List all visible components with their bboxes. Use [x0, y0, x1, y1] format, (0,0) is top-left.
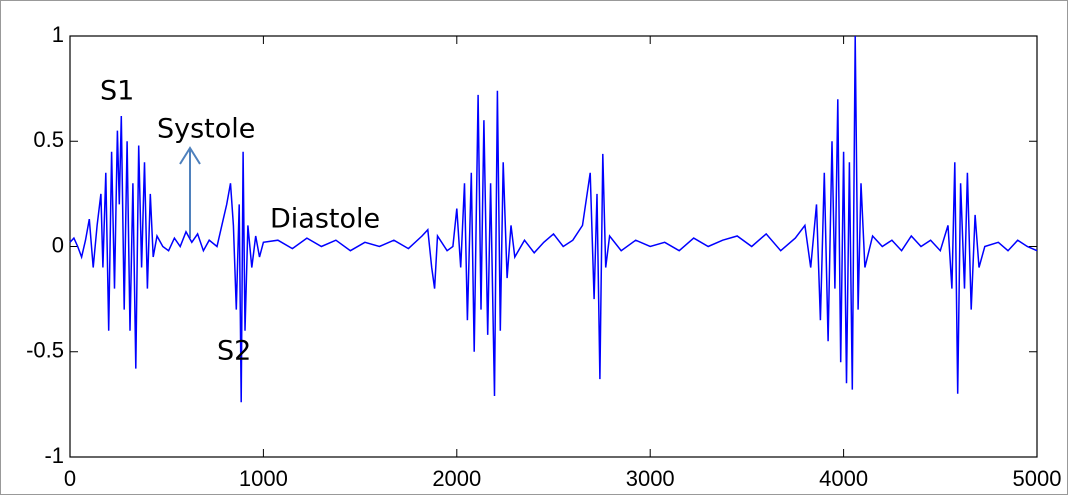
y-tick-label: -1 [44, 443, 64, 468]
y-tick-label: 0.5 [33, 127, 64, 152]
annotation: Diastole [270, 204, 380, 235]
signal-line [69, 35, 1038, 403]
y-tick-label: -0.5 [26, 338, 64, 363]
annotation: S2 [217, 336, 251, 367]
x-tick-label: 1000 [239, 466, 288, 491]
arrow [179, 146, 201, 238]
y-tick-label: 1 [52, 22, 64, 47]
x-tick-label: 3000 [626, 466, 675, 491]
y-tick-label: 0 [52, 232, 64, 257]
x-tick-label: 4000 [819, 466, 868, 491]
annotation: Systole [157, 114, 255, 145]
plot-area [69, 35, 1038, 458]
annotation: S1 [100, 76, 134, 107]
x-tick-label: 2000 [432, 466, 481, 491]
x-tick-label: 0 [64, 466, 76, 491]
arrow-head [179, 146, 201, 165]
x-tick-label: 5000 [1013, 466, 1062, 491]
